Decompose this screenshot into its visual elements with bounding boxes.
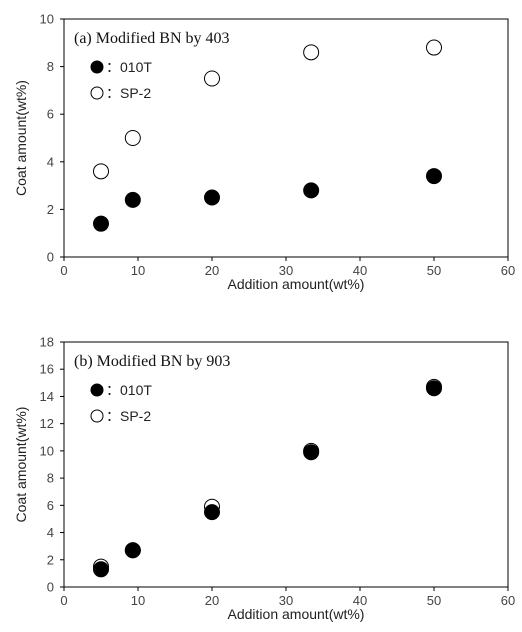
data-point-010t — [303, 182, 320, 199]
legend-marker-open — [90, 86, 104, 100]
legend-marker-filled — [90, 60, 104, 74]
y-tick-label: 0 — [47, 250, 54, 265]
x-tick-label: 20 — [205, 263, 219, 278]
x-tick-label: 50 — [427, 593, 441, 608]
legend-label: ：SP-2 — [106, 408, 151, 424]
x-tick-label: 20 — [205, 593, 219, 608]
data-point-010t — [93, 561, 109, 578]
data-point-010t — [93, 215, 109, 232]
legend-label: ：SP-2 — [106, 85, 151, 101]
data-point-010t — [204, 504, 220, 521]
x-axis-title: Addition amount(wt%) — [228, 276, 365, 292]
data-point-010t — [426, 380, 442, 397]
legend-marker-filled — [90, 383, 104, 397]
panel-title: (b) Modified BN by 903 — [74, 353, 230, 370]
x-tick-label: 60 — [501, 263, 515, 278]
x-tick-label: 60 — [501, 593, 515, 608]
panel-title: (a) Modified BN by 403 — [74, 30, 230, 47]
legend-label: ：010T — [106, 382, 152, 398]
y-tick-label: 10 — [40, 12, 54, 27]
y-tick-label: 2 — [47, 202, 54, 217]
x-tick-label: 30 — [279, 593, 293, 608]
x-tick-label: 30 — [279, 263, 293, 278]
y-axis-title: Coat amount(wt%) — [13, 407, 29, 523]
data-point-sp2 — [303, 44, 320, 61]
y-tick-label: 4 — [47, 525, 54, 540]
y-tick-label: 8 — [47, 471, 54, 486]
data-point-010t — [124, 542, 141, 559]
x-axis-title: Addition amount(wt%) — [228, 606, 365, 622]
y-axis-title: Coat amount(wt%) — [13, 80, 29, 196]
chart-panel-0: 0 2 4 6 8 10 0 10 20 30 40 50 60 Addition amount(wt%)… — [13, 12, 515, 293]
y-tick-label: 6 — [47, 498, 54, 513]
x-tick-label: 50 — [427, 263, 441, 278]
data-point-010t — [303, 444, 320, 461]
data-point-010t — [426, 168, 442, 185]
x-tick-label: 40 — [353, 263, 367, 278]
x-tick-label: 0 — [60, 593, 67, 608]
x-tick-label: 40 — [353, 593, 367, 608]
data-point-010t — [124, 191, 141, 208]
data-point-sp2 — [124, 130, 141, 146]
data-point-010t — [204, 189, 220, 206]
y-tick-label: 0 — [47, 580, 54, 595]
x-tick-label: 10 — [131, 593, 145, 608]
y-tick-label: 4 — [47, 154, 54, 169]
y-tick-label: 18 — [40, 335, 54, 350]
y-tick-label: 10 — [40, 443, 54, 458]
data-point-sp2 — [426, 39, 442, 56]
data-point-sp2 — [93, 163, 109, 180]
y-tick-label: 6 — [47, 107, 54, 122]
y-tick-label: 14 — [40, 389, 54, 404]
chart-panel-1: 0 2 4 6 8 10 12 14 16 18 0 10 20 30 40 50 60 Addition amo… — [13, 335, 515, 623]
y-tick-label: 2 — [47, 552, 54, 567]
y-tick-label: 16 — [40, 362, 54, 377]
x-tick-label: 10 — [131, 263, 145, 278]
legend-label: ：010T — [106, 59, 152, 75]
data-point-sp2 — [204, 70, 220, 87]
x-tick-label: 0 — [60, 263, 67, 278]
y-tick-label: 12 — [40, 416, 54, 431]
legend-marker-open — [90, 409, 104, 423]
y-tick-label: 8 — [47, 59, 54, 74]
